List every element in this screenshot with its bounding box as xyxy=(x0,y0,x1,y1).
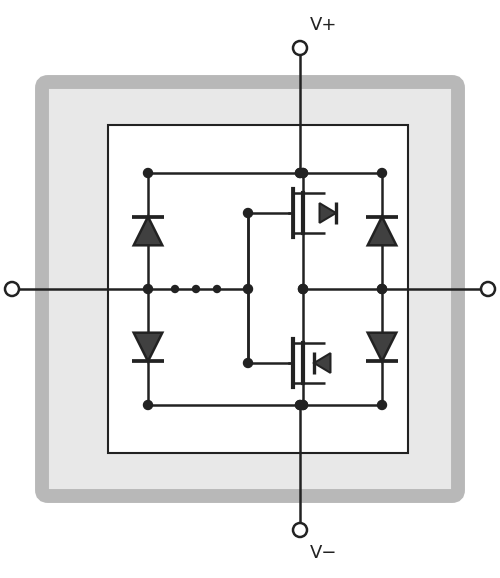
Circle shape xyxy=(296,401,304,409)
Circle shape xyxy=(298,401,308,409)
Circle shape xyxy=(244,284,252,294)
Circle shape xyxy=(378,169,386,177)
Polygon shape xyxy=(368,217,396,245)
Circle shape xyxy=(144,284,152,294)
Circle shape xyxy=(244,358,252,368)
Circle shape xyxy=(5,282,19,296)
Polygon shape xyxy=(314,353,330,373)
Circle shape xyxy=(481,282,495,296)
Circle shape xyxy=(296,169,304,177)
FancyBboxPatch shape xyxy=(42,82,458,496)
Polygon shape xyxy=(368,333,396,361)
Polygon shape xyxy=(134,217,162,245)
Circle shape xyxy=(298,284,308,294)
Polygon shape xyxy=(134,333,162,361)
Circle shape xyxy=(244,209,252,217)
Circle shape xyxy=(298,169,308,177)
Circle shape xyxy=(296,401,304,409)
Circle shape xyxy=(298,401,308,409)
Circle shape xyxy=(192,286,200,292)
Circle shape xyxy=(298,284,308,294)
Circle shape xyxy=(293,41,307,55)
Circle shape xyxy=(293,523,307,537)
Circle shape xyxy=(144,401,152,409)
Circle shape xyxy=(144,169,152,177)
Text: V−: V− xyxy=(310,544,338,562)
Circle shape xyxy=(296,169,304,177)
Circle shape xyxy=(298,169,308,177)
Text: V+: V+ xyxy=(310,16,338,34)
Circle shape xyxy=(172,286,178,292)
Circle shape xyxy=(378,401,386,409)
Circle shape xyxy=(378,284,386,294)
Polygon shape xyxy=(320,203,336,223)
Bar xyxy=(108,125,408,453)
Circle shape xyxy=(214,286,220,292)
Circle shape xyxy=(378,284,386,294)
